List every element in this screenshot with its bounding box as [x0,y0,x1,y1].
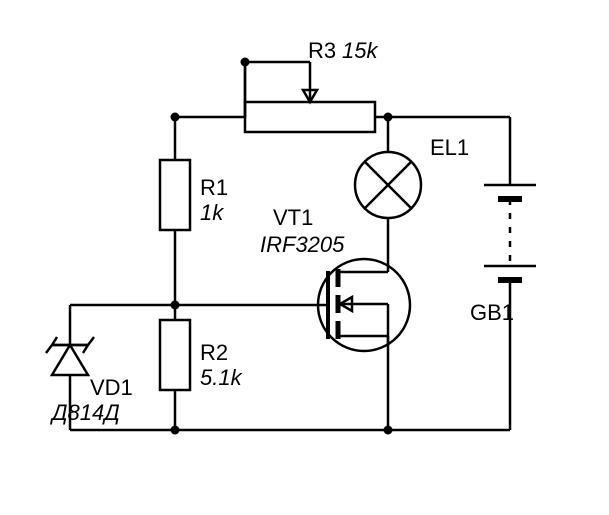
GB1_ref: GB1 [470,300,514,325]
VD1_val: Д814Д [49,400,120,425]
R2_val: 5.1k [200,365,243,390]
R3_ref: R3 [308,38,336,63]
EL1_ref: EL1 [430,135,469,160]
R3_val: 15k [342,38,378,63]
R1_ref: R1 [200,175,228,200]
R1_val: 1k [200,200,224,225]
VT1_val: IRF3205 [260,232,345,257]
VD1_ref: VD1 [90,375,133,400]
R2_ref: R2 [200,340,228,365]
VT1_ref: VT1 [273,205,313,230]
